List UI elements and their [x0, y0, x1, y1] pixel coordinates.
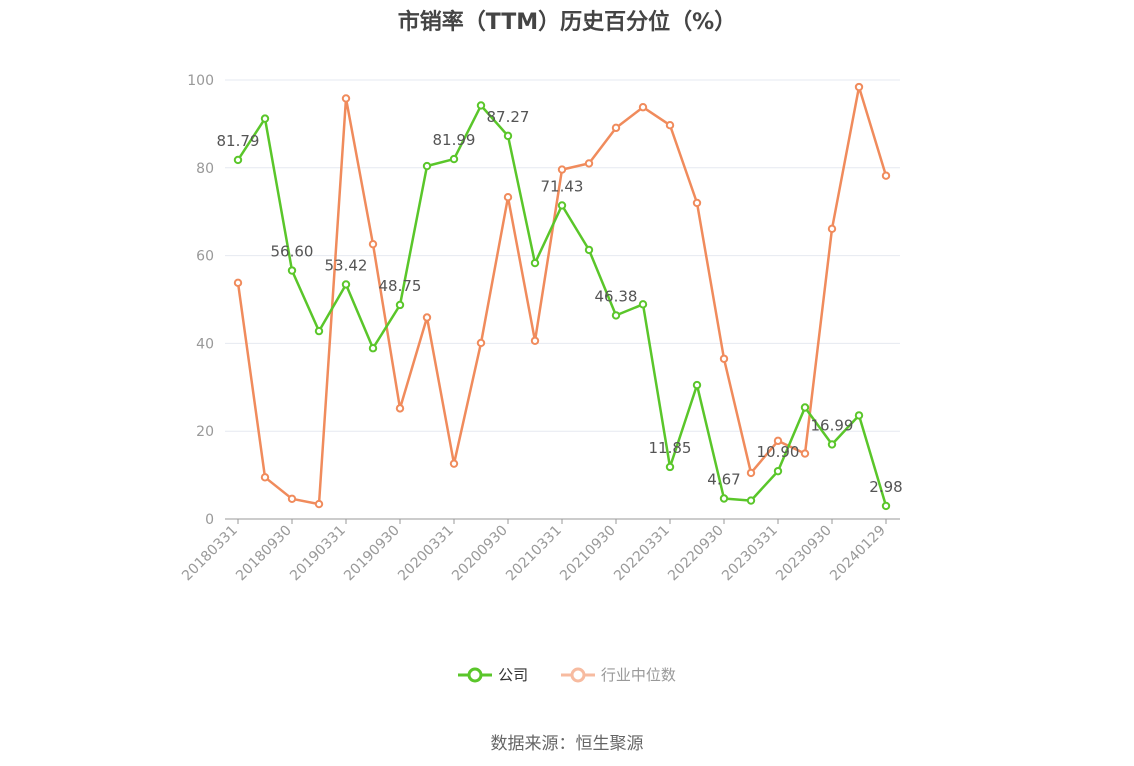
company-data-point — [827, 440, 837, 449]
industry-data-point — [503, 193, 513, 202]
legend-company-swatch-icon — [458, 667, 493, 682]
company-data-point — [692, 380, 702, 390]
company-data-label: 16.99 — [811, 416, 854, 434]
company-data-point — [557, 201, 567, 210]
axes: 0 20 40 60 80 100 2018033120180930201903312019… — [179, 73, 900, 584]
industry-data-point — [314, 499, 324, 509]
source-note: 数据来源：恒生聚源 — [490, 734, 644, 754]
x-tick-label: 20210930 — [557, 523, 619, 585]
legend-company-label: 公司 — [498, 666, 529, 684]
company-data-point — [287, 266, 297, 275]
x-tick-label: 20220930 — [665, 523, 727, 585]
company-data-point — [422, 161, 432, 171]
industry-data-point — [449, 459, 459, 468]
company-data-point — [503, 131, 513, 141]
y-tick-label: 100 — [187, 73, 214, 89]
company-data-label: 81.79 — [217, 132, 260, 150]
x-tick-label: 20200930 — [449, 523, 511, 585]
legend-industry-swatch-icon — [560, 667, 595, 682]
company-data-point — [341, 280, 351, 289]
company-data-label: 2.98 — [869, 478, 902, 496]
industry-data-point — [746, 468, 756, 478]
industry-data-point — [773, 436, 783, 446]
industry-data-point — [530, 336, 540, 345]
company-data-point — [638, 300, 648, 309]
company-data-label: 4.67 — [707, 470, 740, 488]
industry-data-point — [260, 473, 270, 482]
industry-data-point — [827, 224, 837, 234]
series-lines — [233, 82, 891, 511]
company-data-label: 46.38 — [595, 287, 638, 305]
industry-data-point — [719, 354, 729, 363]
chart-title: 市销率（TTM）历史百分位（%） — [397, 10, 737, 35]
industry-data-point — [557, 165, 567, 174]
y-tick-label: 40 — [196, 336, 214, 352]
company-data-label: 11.85 — [649, 439, 692, 457]
company-data-point — [611, 311, 621, 320]
company-data-label: 48.75 — [379, 277, 422, 295]
industry-data-point — [476, 338, 486, 348]
y-tick-label: 60 — [196, 249, 214, 265]
legend-item-company[interactable]: 公司 — [458, 664, 528, 685]
industry-data-point — [422, 313, 432, 322]
industry-data-point — [611, 123, 621, 133]
company-data-point — [584, 245, 594, 255]
company-data-label: 53.42 — [325, 256, 368, 274]
company-data-point — [881, 501, 891, 511]
x-tick-label: 20180930 — [233, 523, 295, 585]
company-data-point — [665, 462, 675, 472]
legend-industry-label: 行业中位数 — [600, 666, 676, 684]
industry-data-point — [854, 82, 864, 92]
x-tick-label: 20220331 — [611, 523, 673, 585]
company-data-point — [314, 326, 324, 336]
industry-data-point — [665, 121, 675, 130]
legend-item-industry[interactable]: 行业中位数 — [560, 664, 676, 685]
x-tick-label: 20210331 — [503, 523, 565, 585]
x-tick-label: 20230930 — [773, 523, 835, 585]
x-tick-label: 20230331 — [719, 523, 781, 585]
x-tick-label: 20200331 — [395, 523, 457, 585]
company-data-point — [260, 114, 270, 123]
company-data-label: 10.90 — [757, 443, 800, 461]
y-tick-label: 0 — [205, 512, 214, 528]
company-data-point — [368, 344, 378, 353]
x-tick-label: 20240129 — [827, 523, 889, 585]
industry-data-point — [800, 449, 810, 458]
industry-data-point — [341, 94, 351, 103]
industry-series-line — [236, 85, 888, 506]
company-data-point — [395, 300, 405, 310]
company-data-point — [746, 496, 756, 505]
x-tick-label: 20180331 — [179, 523, 241, 585]
y-tick-label: 20 — [196, 424, 214, 440]
industry-data-point — [692, 198, 702, 208]
company-data-point — [530, 258, 540, 268]
industry-data-point — [233, 278, 243, 288]
company-data-label: 71.43 — [541, 177, 584, 195]
industry-data-point — [395, 404, 405, 413]
company-data-point — [719, 494, 729, 503]
y-tick-label: 80 — [196, 161, 214, 177]
x-tick-label: 20190331 — [287, 523, 349, 585]
industry-data-point — [287, 494, 297, 504]
company-data-point — [854, 411, 864, 420]
industry-data-point — [638, 103, 648, 112]
legend: 公司 行业中位数 — [0, 664, 1134, 689]
company-data-point — [449, 154, 459, 164]
data-labels: 81.79 56.60 53.42 48.75 81.99 87.27 71.43 46.38… — [217, 108, 903, 496]
company-data-point — [773, 466, 783, 476]
industry-data-point — [368, 239, 378, 249]
company-data-label: 87.27 — [487, 108, 530, 126]
company-data-point — [233, 155, 243, 165]
company-data-point — [476, 101, 486, 110]
industry-data-point — [881, 171, 891, 180]
company-data-label: 56.60 — [271, 243, 314, 261]
company-data-label: 81.99 — [433, 131, 476, 149]
company-data-point — [800, 403, 810, 412]
industry-data-point — [584, 159, 594, 168]
x-tick-label: 20190930 — [341, 523, 403, 585]
